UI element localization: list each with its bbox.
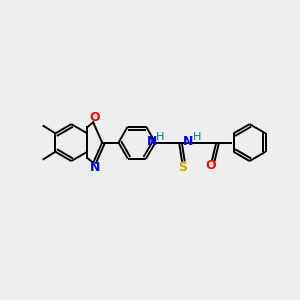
Text: O: O	[89, 111, 100, 124]
Text: H: H	[193, 132, 201, 142]
Text: N: N	[182, 135, 193, 148]
Text: O: O	[206, 159, 216, 172]
Text: H: H	[156, 132, 164, 142]
Text: S: S	[178, 161, 187, 174]
Text: N: N	[146, 135, 157, 148]
Text: N: N	[89, 161, 100, 174]
